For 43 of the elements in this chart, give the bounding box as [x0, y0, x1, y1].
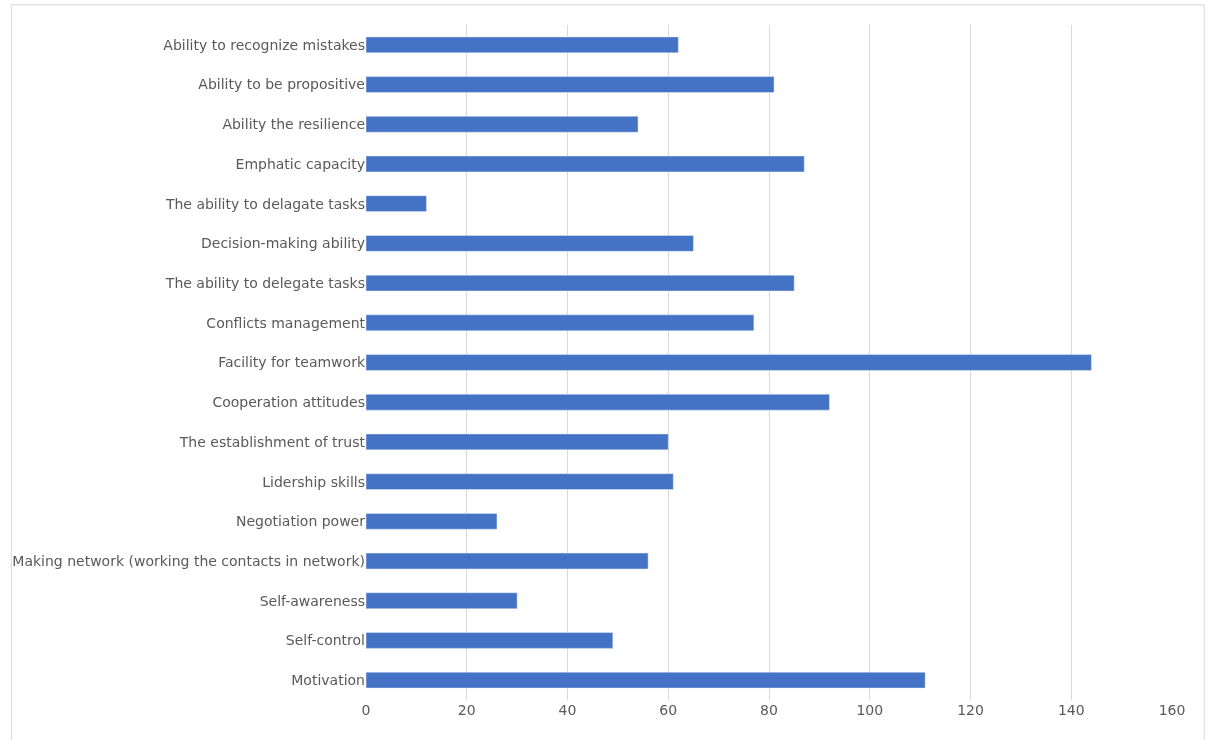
- y-tick-label: The ability to delegate tasks: [164, 274, 365, 291]
- bar: [366, 433, 669, 451]
- y-tick-label: Ability the resilience: [222, 116, 365, 133]
- y-tick-label: Conflicts management: [206, 314, 366, 331]
- bar: [366, 592, 518, 609]
- x-tick-label: 140: [1057, 702, 1085, 718]
- bar: [366, 632, 614, 649]
- bar: [366, 274, 795, 292]
- x-tick-label: 80: [760, 702, 778, 718]
- x-tick-label: 160: [1158, 702, 1186, 718]
- bar: [366, 36, 679, 54]
- y-tick-label: Facility for teamwork: [218, 354, 366, 371]
- y-tick-label: Ability to be propositive: [198, 76, 365, 93]
- x-tick-label: 100: [856, 702, 884, 718]
- bar: [366, 473, 674, 490]
- y-tick-label: Self-awareness: [259, 592, 365, 609]
- bar: [366, 354, 1092, 371]
- y-tick-label: The ability to delagate tasks: [164, 195, 365, 212]
- y-tick-label: Ability to recognize mistakes: [163, 36, 365, 53]
- y-tick-label: Making network (working the contacts in network): [12, 552, 365, 569]
- bar: [366, 155, 805, 173]
- bar: [366, 76, 775, 93]
- y-tick-label: Negotiation power: [235, 513, 366, 530]
- x-tick-label: 20: [457, 702, 476, 718]
- bar: [366, 513, 498, 530]
- bar: [366, 671, 926, 689]
- bar: [366, 314, 755, 331]
- y-tick-label: Emphatic capacity: [235, 155, 365, 172]
- x-tick-label: 0: [361, 702, 371, 718]
- y-tick-label: The establishment of trust: [178, 433, 366, 450]
- y-tick-label: Self-control: [285, 632, 365, 649]
- y-tick-label: Decision-making ability: [201, 235, 365, 252]
- y-tick-label: Cooperation attitudes: [212, 394, 365, 411]
- bar: [366, 552, 649, 570]
- bar: [366, 394, 830, 411]
- bar: [366, 235, 694, 252]
- y-tick-label: Motivation: [291, 672, 365, 689]
- x-tick-label: 120: [957, 702, 984, 718]
- x-tick-label: 40: [558, 702, 577, 718]
- y-tick-label: Lidership skills: [262, 473, 365, 490]
- bar: [366, 195, 427, 212]
- bar: [366, 116, 639, 133]
- x-tick-label: 60: [659, 702, 678, 718]
